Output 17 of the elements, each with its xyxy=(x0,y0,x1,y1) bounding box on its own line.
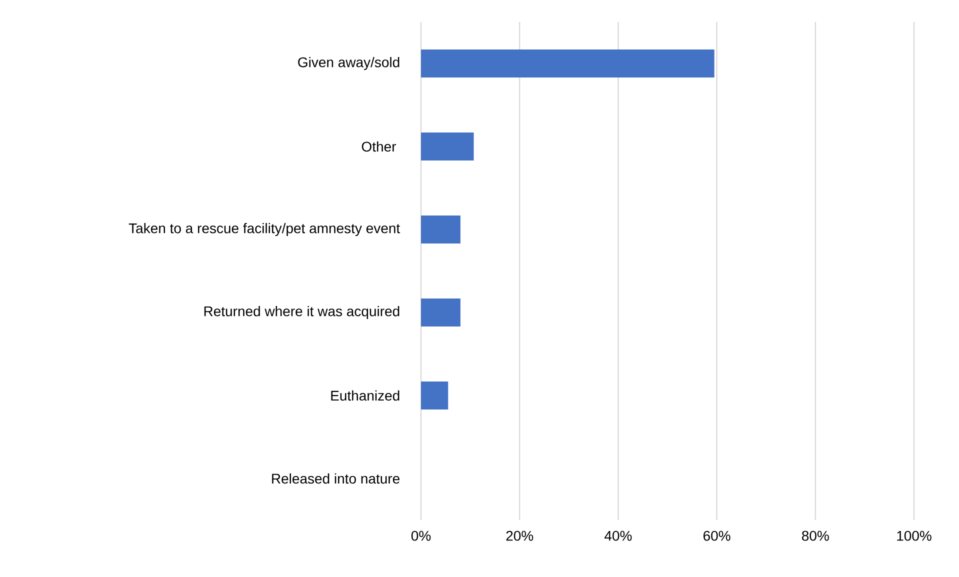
bar xyxy=(421,298,460,327)
y-tick-label: Other xyxy=(362,141,396,152)
x-tick-label: 40% xyxy=(604,530,632,541)
bar xyxy=(421,50,714,78)
x-tick-label: 100% xyxy=(897,530,932,541)
y-tick-label: Returned where it was acquired xyxy=(204,306,400,320)
x-tick-label: 80% xyxy=(802,530,829,541)
y-tick-label: Given away/sold xyxy=(298,56,400,70)
bar xyxy=(421,216,460,244)
x-tick-label: 0% xyxy=(411,530,431,541)
x-tick-label: 60% xyxy=(704,530,730,541)
x-tick-label: 20% xyxy=(506,530,534,541)
y-tick-label: Released into nature xyxy=(272,473,400,484)
bar xyxy=(421,382,448,410)
bar xyxy=(421,132,474,161)
y-tick-label: Taken to a rescue facility/pet amnesty event xyxy=(128,222,400,236)
y-tick-label: Euthanized xyxy=(331,390,400,401)
